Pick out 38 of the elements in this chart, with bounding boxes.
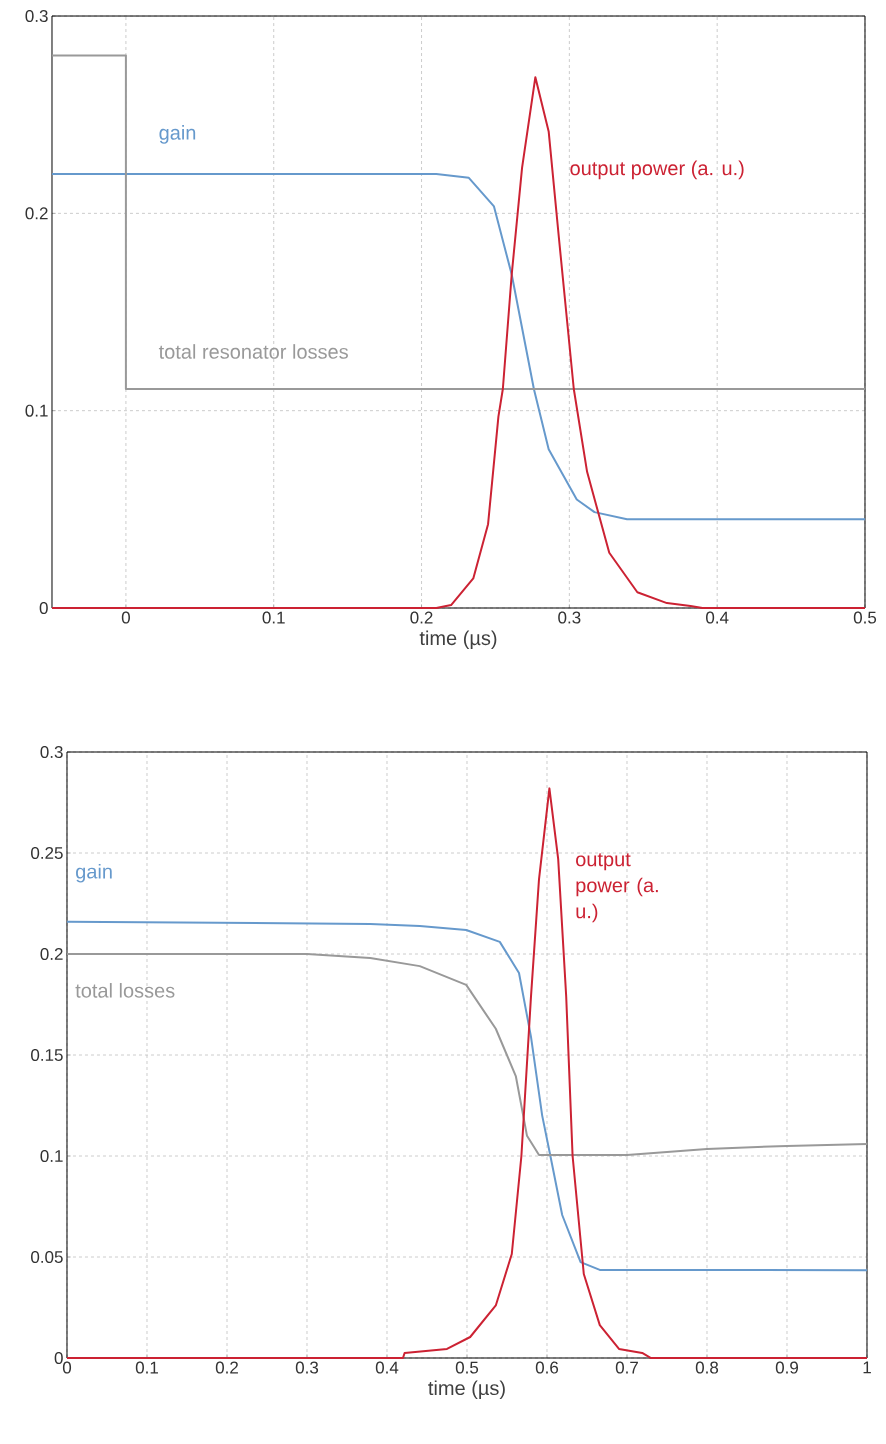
x-tick-label: 0.2	[215, 1361, 238, 1374]
x-tick-label: 0.3	[558, 611, 581, 624]
y-tick-label: 0	[39, 601, 48, 615]
x-tick-label: 0.2	[410, 611, 433, 624]
line-series	[51, 76, 866, 610]
series-label: total losses	[75, 983, 175, 998]
x-tick-label: 0.6	[535, 1361, 559, 1374]
x-tick-label: 0	[121, 611, 130, 624]
x-tick-label: 0.5	[853, 611, 877, 624]
x-tick-label: 0.9	[775, 1361, 799, 1374]
y-tick-label: 0.05	[31, 1250, 63, 1264]
series-label: gain	[159, 125, 196, 144]
line-series	[66, 953, 868, 1156]
x-tick-label: 0.3	[295, 1361, 319, 1374]
x-tick-label: 0.1	[262, 611, 285, 624]
y-tick-label: 0.25	[31, 846, 63, 860]
x-tick-label: 0.1	[135, 1361, 158, 1374]
x-tick-label: 0.7	[615, 1361, 638, 1374]
x-tick-label: 0	[62, 1361, 72, 1374]
series-label: total resonator losses	[158, 344, 348, 359]
series-label: output power (a. u.)	[576, 853, 658, 923]
y-tick-label: 0.1	[25, 404, 48, 417]
series-label: gain	[76, 863, 112, 883]
y-tick-label: 0.3	[40, 746, 63, 759]
x-tick-label: 0.4	[375, 1361, 399, 1374]
x-tick-label: 1	[863, 1361, 871, 1374]
y-tick-label: 0	[54, 1351, 63, 1365]
x-axis-title: time (µs)	[419, 630, 497, 650]
series-label: output power (a. u.)	[570, 160, 744, 180]
y-tick-label: 0.3	[25, 10, 48, 23]
y-tick-label: 0.2	[40, 947, 63, 961]
x-tick-label: 0.4	[706, 611, 729, 624]
x-tick-label: 0.5	[455, 1361, 479, 1374]
y-tick-label: 0.1	[40, 1149, 63, 1163]
x-tick-label: 0.8	[695, 1361, 719, 1374]
y-tick-label: 0.2	[25, 207, 48, 220]
x-axis-title: time (µs)	[428, 1380, 505, 1400]
y-tick-label: 0.15	[31, 1048, 63, 1062]
